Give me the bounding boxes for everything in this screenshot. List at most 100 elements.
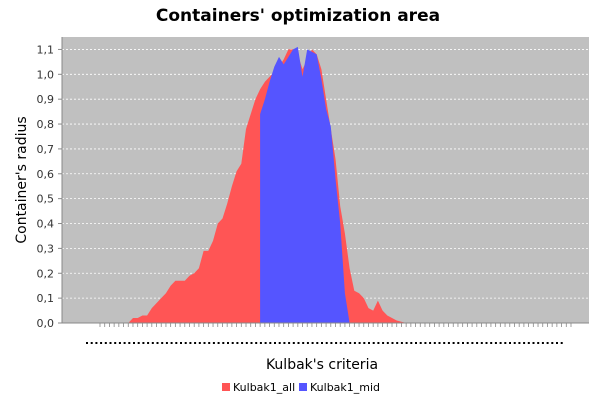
x-tick-label — [250, 342, 253, 344]
x-tick-label — [255, 342, 258, 344]
x-tick-label — [100, 342, 103, 344]
x-tick-label — [438, 342, 441, 344]
x-tick-label — [259, 342, 262, 344]
x-tick-label — [227, 342, 229, 344]
legend-swatch — [299, 383, 307, 391]
x-tick-label — [537, 342, 540, 344]
x-tick-label — [151, 342, 154, 344]
x-tick-label — [128, 342, 131, 344]
x-tick-label — [189, 342, 192, 344]
x-tick-label — [400, 342, 403, 344]
x-tick-label — [217, 342, 220, 344]
x-tick-label — [556, 342, 558, 344]
x-tick-label — [269, 342, 272, 344]
x-tick-label — [90, 342, 93, 344]
x-tick-label — [368, 342, 370, 344]
x-tick-label — [123, 342, 126, 344]
x-tick-label — [509, 342, 511, 344]
y-tick-label: 0,9 — [37, 93, 55, 106]
x-tick-label — [363, 342, 366, 344]
x-tick-label — [302, 342, 305, 344]
x-tick-label — [184, 342, 187, 344]
y-axis: 0,0 0,1 0,2 0,3 0,4 0,5 0,6 0,7 0,8 0,9 1,0 1,1 — [37, 37, 63, 330]
chart-title: Containers' optimization area — [156, 6, 440, 26]
y-tick-label: 0,4 — [37, 218, 55, 231]
x-tick-label — [523, 342, 526, 344]
x-tick-label — [358, 342, 361, 344]
x-tick-label — [485, 342, 488, 344]
x-tick-label — [476, 342, 479, 344]
x-tick-label — [170, 342, 173, 344]
y-tick-label: 1,1 — [37, 43, 55, 56]
x-tick-label — [165, 342, 168, 344]
x-tick-label — [311, 342, 314, 344]
legend-swatch — [222, 383, 230, 391]
y-tick-label: 0,7 — [37, 143, 55, 156]
x-tick-label — [429, 342, 432, 344]
series-areas — [100, 46, 571, 324]
x-tick-label — [231, 342, 234, 344]
x-tick-label — [349, 342, 352, 344]
x-tick-label — [419, 342, 422, 344]
x-axis-label: Kulbak's criteria — [266, 357, 378, 373]
x-tick-label — [466, 342, 469, 344]
x-tick-label — [86, 342, 88, 344]
x-tick-label — [504, 342, 507, 344]
x-tick-label — [306, 342, 309, 344]
x-tick-label — [208, 342, 211, 344]
x-tick-label — [104, 342, 107, 344]
y-tick-label: 0,0 — [37, 317, 55, 330]
x-tick-label — [447, 342, 450, 344]
x-tick-label — [236, 342, 239, 344]
x-tick-label — [410, 342, 413, 344]
x-tick-label — [339, 342, 342, 344]
x-tick-label — [321, 342, 323, 344]
x-tick-label — [95, 342, 98, 344]
x-tick-label — [278, 342, 281, 344]
x-tick-label — [212, 342, 215, 344]
x-tick-label — [382, 342, 385, 344]
y-axis-label: Container's radius — [14, 116, 30, 243]
x-tick-label — [142, 342, 145, 344]
x-tick-label — [353, 342, 356, 344]
x-tick-label — [330, 342, 333, 344]
x-tick-label — [203, 342, 206, 344]
x-tick-label — [194, 342, 197, 344]
legend: Kulbak1_all Kulbak1_mid — [222, 381, 380, 394]
x-tick-label — [114, 342, 117, 344]
x-tick-label — [527, 342, 530, 344]
x-tick-label — [335, 342, 338, 344]
x-tick-label — [222, 342, 225, 344]
y-tick-label: 0,5 — [37, 193, 55, 206]
x-tick-label — [198, 342, 201, 344]
x-tick-label — [297, 342, 300, 344]
x-tick-label — [405, 342, 408, 344]
x-tick-label — [316, 342, 319, 344]
x-tick-label — [147, 342, 150, 344]
x-tick-label — [391, 342, 394, 344]
x-tick-label — [386, 342, 389, 344]
x-tick-label — [118, 342, 121, 344]
x-tick-label — [513, 342, 516, 344]
x-tick-label — [274, 342, 276, 344]
y-tick-label: 0,2 — [37, 267, 55, 280]
x-tick-label — [532, 342, 535, 344]
x-tick-label — [560, 342, 563, 344]
x-tick-label — [133, 342, 135, 344]
area-series-Kulbak1_mid — [260, 46, 350, 324]
x-tick-label — [109, 342, 112, 344]
x-tick-label — [518, 342, 521, 344]
x-tick-label — [241, 342, 244, 344]
x-tick-label — [462, 342, 464, 344]
x-tick-label — [264, 342, 267, 344]
x-tick-label — [325, 342, 328, 344]
y-tick-label: 0,6 — [37, 168, 55, 181]
y-tick-label: 0,8 — [37, 118, 55, 131]
x-tick-label — [288, 342, 291, 344]
x-tick-label — [541, 342, 544, 344]
y-tick-label: 0,3 — [37, 242, 55, 255]
x-tick-label — [396, 342, 399, 344]
x-tick-label — [175, 342, 178, 344]
legend-label: Kulbak1_mid — [310, 381, 380, 394]
